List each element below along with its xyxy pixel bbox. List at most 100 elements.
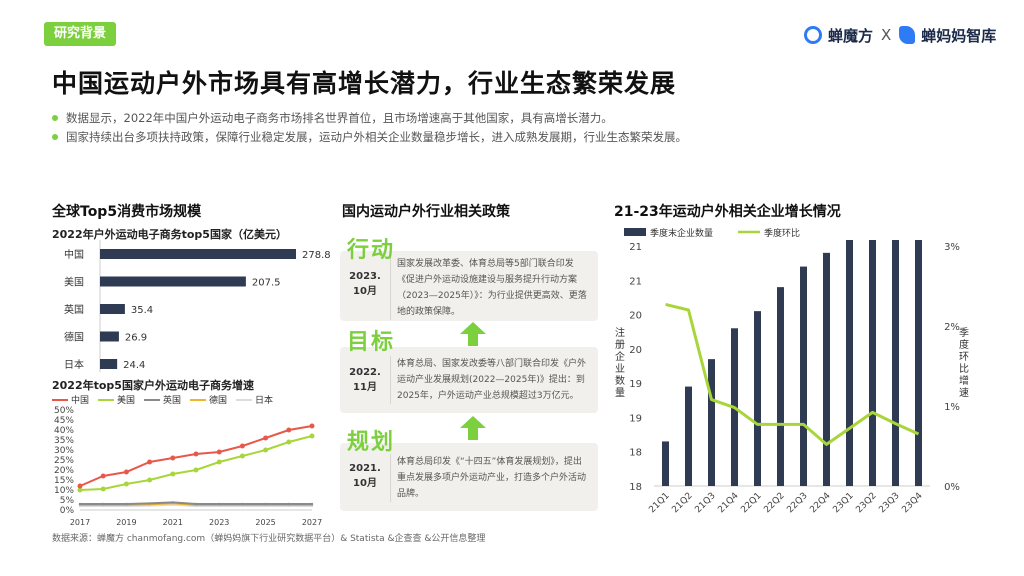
bullet-item: 国家持续出台多项扶持政策，保障行业稳定发展，运动户外相关企业数量稳步增长，进入成… — [52, 129, 687, 145]
data-point — [264, 502, 267, 506]
x-tick-label: 22Q4 — [808, 491, 832, 515]
policy-year: 2023. — [349, 271, 381, 282]
policy-card-target: 2022. 11月 体育总局、国家发改委等八部门联合印发《户外运动产业发展规划(… — [340, 347, 598, 413]
y-axis-title-char: 量 — [615, 387, 625, 399]
bar-chart-subtitle: 2022年户外运动电子商务top5国家（亿美元） — [52, 228, 287, 241]
bar — [100, 276, 246, 287]
policy-month: 11月 — [353, 382, 377, 393]
bar-category-label: 美国 — [64, 276, 84, 289]
policy-text: 国家发展改革委、体育总局等5部门联合印发《促进户外运动设施建设与服务提升行动方案… — [390, 256, 590, 320]
y-tick-label: 18 — [629, 482, 642, 493]
policy-year: 2021. — [349, 463, 381, 474]
bar — [100, 359, 118, 369]
data-point — [216, 449, 222, 455]
series-line — [79, 435, 313, 491]
x-tick-label: 23Q4 — [900, 491, 924, 515]
y-tick-label: 40% — [54, 426, 74, 436]
policy-card-action: 2023. 10月 国家发展改革委、体育总局等5部门联合印发《促进户外运动设施建… — [340, 251, 598, 321]
bar-value-label: 278.8 — [302, 250, 331, 261]
y-tick-label: 20 — [629, 311, 642, 322]
y-tick-label: 19 — [629, 413, 642, 424]
left-section-title: 全球Top5消费市场规模 — [52, 204, 202, 220]
data-point — [100, 473, 106, 479]
policy-date: 2021. 10月 — [346, 461, 384, 491]
page-title: 中国运动户外市场具有高增长潜力，行业生态繁荣发展 — [52, 69, 677, 98]
bar-category-label: 日本 — [64, 358, 84, 371]
y-axis-title-char: 企 — [615, 350, 625, 363]
growth-line-chart: 中国 美国 英国 德国 日本 0%5%10%15%20%25%30%35%40%45%50… — [52, 394, 322, 527]
y-axis-title-char: 注 — [615, 326, 625, 339]
bar-value-label: 24.4 — [123, 360, 145, 371]
bar — [915, 240, 922, 486]
legend-swatch-bar — [624, 228, 646, 236]
chanmama-logo-icon — [899, 26, 916, 44]
bullet-text: 数据显示，2022年中国户外运动电子商务市场排名世界首位，且市场增速高于其他国家… — [66, 111, 613, 125]
y-tick-label: 21 — [629, 242, 642, 253]
data-point — [309, 433, 315, 439]
x-tick-label: 22Q1 — [739, 491, 763, 515]
policy-month: 10月 — [353, 478, 377, 489]
y2-tick-label: 1% — [944, 402, 960, 413]
bar — [846, 240, 853, 486]
bar — [100, 331, 119, 342]
up-arrow-icon — [460, 322, 486, 350]
y-axis-title-char: 业 — [615, 363, 625, 375]
y2-axis-title-char: 增 — [959, 374, 969, 387]
bar-category-label: 英国 — [64, 303, 84, 316]
bar-value-label: 35.4 — [131, 305, 153, 316]
y2-tick-label: 0% — [944, 482, 960, 493]
policy-year: 2022. — [349, 367, 381, 378]
data-point — [263, 447, 269, 453]
legend-label: 季度末企业数量 — [650, 227, 713, 239]
y-tick-label: 30% — [54, 446, 74, 456]
y-tick-label: 15% — [54, 476, 74, 486]
policy-category-target: 目标 — [347, 330, 396, 355]
data-point — [310, 502, 314, 506]
x-tick-label: 22Q2 — [762, 491, 786, 515]
x-tick-label: 23Q3 — [877, 491, 901, 515]
data-point — [102, 502, 105, 506]
legend-label: 日本 — [255, 394, 273, 406]
bar — [754, 311, 761, 486]
data-point — [170, 471, 176, 477]
policy-category-plan: 规划 — [347, 430, 396, 455]
y2-axis-title-char: 环 — [959, 352, 969, 363]
data-point — [241, 502, 244, 506]
y2-axis-title-char: 度 — [959, 338, 969, 351]
right-section-title: 21-23年运动户外相关企业增长情况 — [614, 204, 841, 220]
data-point — [147, 477, 153, 483]
legend-label: 美国 — [117, 394, 135, 406]
x-tick-label: 22Q3 — [785, 491, 809, 515]
chanmama-logo-text: 蝉妈妈智库 — [921, 26, 997, 45]
data-point — [193, 451, 199, 457]
data-point — [263, 435, 269, 441]
bar — [869, 240, 876, 486]
policy-month: 10月 — [353, 286, 377, 297]
x-tick-label: 2019 — [116, 518, 136, 527]
x-tick-label: 21Q4 — [716, 491, 740, 515]
y2-axis-title-char: 速 — [959, 387, 969, 399]
bullet-text: 国家持续出台多项扶持政策，保障行业稳定发展，运动户外相关企业数量稳步增长，进入成… — [66, 130, 687, 144]
chanmofang-logo-text: 蝉魔方 — [828, 26, 874, 45]
bar — [777, 287, 784, 486]
y-tick-label: 19 — [629, 379, 642, 390]
middle-section-title: 国内运动户外行业相关政策 — [342, 204, 510, 220]
qoq-growth-line — [665, 302, 920, 446]
data-point — [78, 502, 82, 506]
bar-value-label: 207.5 — [252, 278, 281, 289]
y-axis-title-char: 数 — [615, 374, 625, 387]
data-point — [77, 483, 83, 489]
x-tick-label: 21Q3 — [693, 491, 717, 515]
brand-logos: 蝉魔方 X 蝉妈妈智库 — [804, 22, 996, 48]
data-source: 数据来源：蝉魔方 chanmofang.com（蝉妈妈旗下行业研究数据平台）& … — [52, 534, 486, 544]
x-tick-label: 2021 — [163, 518, 183, 527]
bar — [708, 359, 715, 486]
data-point — [77, 487, 83, 493]
y-tick-label: 20 — [629, 345, 642, 356]
y-tick-label: 45% — [54, 416, 74, 426]
x-tick-label: 2025 — [255, 518, 275, 527]
data-point — [123, 481, 129, 487]
x-tick-label: 2017 — [70, 518, 90, 527]
data-point — [125, 502, 128, 506]
data-point — [239, 453, 245, 459]
